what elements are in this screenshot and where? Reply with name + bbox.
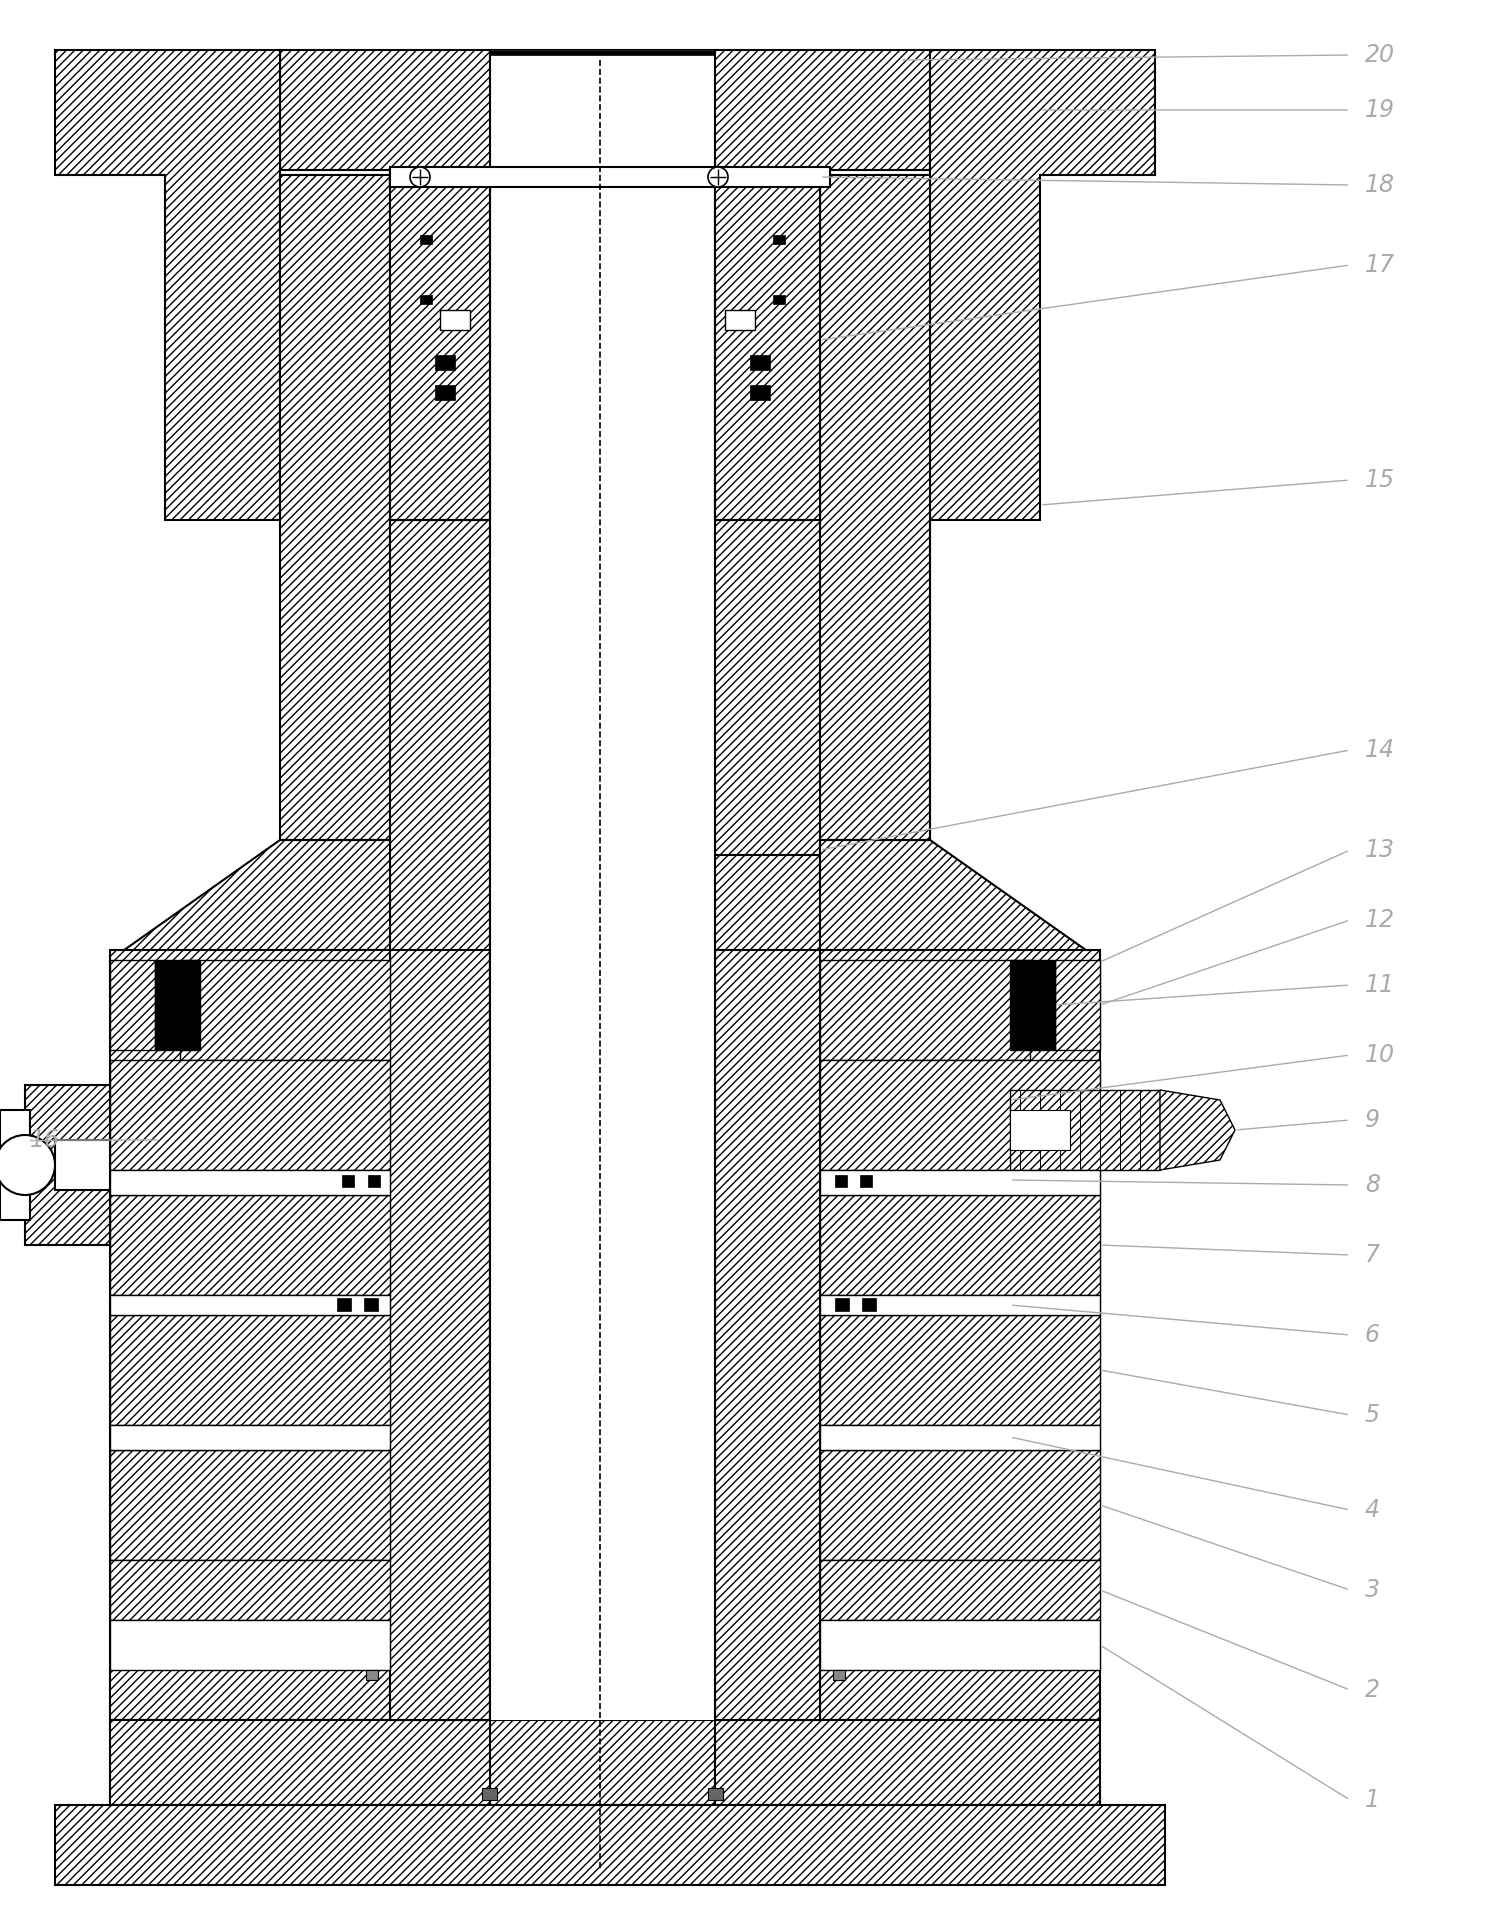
Polygon shape bbox=[930, 50, 1154, 519]
Text: 5: 5 bbox=[1366, 1403, 1381, 1428]
Text: 9: 9 bbox=[1366, 1107, 1381, 1132]
Bar bbox=[389, 951, 490, 1720]
Text: 15: 15 bbox=[1366, 468, 1394, 493]
Polygon shape bbox=[54, 50, 281, 519]
Bar bbox=[435, 386, 456, 401]
Bar bbox=[110, 1059, 389, 1170]
Bar bbox=[819, 960, 1031, 1059]
Text: 20: 20 bbox=[1366, 44, 1394, 67]
Bar bbox=[0, 1109, 30, 1220]
Bar bbox=[441, 309, 469, 330]
Bar bbox=[862, 1298, 877, 1311]
Text: 7: 7 bbox=[1366, 1243, 1381, 1268]
Bar bbox=[155, 960, 201, 1050]
Bar bbox=[54, 1806, 1165, 1884]
Polygon shape bbox=[819, 840, 1100, 1000]
Text: 18: 18 bbox=[1366, 174, 1394, 197]
Polygon shape bbox=[715, 170, 819, 519]
Circle shape bbox=[708, 166, 727, 187]
Text: 4: 4 bbox=[1366, 1499, 1381, 1521]
Bar bbox=[435, 355, 456, 370]
Text: 3: 3 bbox=[1366, 1579, 1381, 1602]
Text: 11: 11 bbox=[1366, 974, 1394, 996]
Bar bbox=[750, 386, 770, 401]
Text: 10: 10 bbox=[1366, 1042, 1394, 1067]
Bar bbox=[1010, 960, 1055, 1050]
Bar bbox=[834, 1176, 847, 1187]
Bar bbox=[367, 1670, 377, 1680]
Bar bbox=[1010, 1090, 1160, 1170]
Bar bbox=[364, 1298, 377, 1311]
Bar bbox=[490, 50, 715, 1720]
Bar bbox=[819, 1315, 1100, 1424]
Bar bbox=[490, 50, 715, 55]
Bar bbox=[819, 1195, 1100, 1294]
Bar bbox=[819, 1621, 1100, 1670]
Bar bbox=[715, 951, 819, 1720]
Text: 17: 17 bbox=[1366, 254, 1394, 277]
Polygon shape bbox=[389, 170, 490, 519]
Bar bbox=[819, 176, 930, 1720]
Bar bbox=[110, 1621, 389, 1670]
Bar bbox=[389, 170, 490, 1720]
Bar bbox=[819, 1560, 1100, 1621]
Text: 14: 14 bbox=[1366, 739, 1394, 762]
Bar bbox=[750, 355, 770, 370]
Bar bbox=[180, 960, 389, 1059]
Bar bbox=[110, 1720, 1100, 1806]
Bar bbox=[724, 309, 754, 330]
Bar bbox=[819, 1424, 1100, 1451]
Bar bbox=[490, 951, 715, 1720]
Bar bbox=[1055, 960, 1100, 1050]
Polygon shape bbox=[26, 1084, 110, 1245]
Circle shape bbox=[410, 166, 430, 187]
Bar bbox=[420, 235, 432, 244]
Text: 16: 16 bbox=[30, 1128, 60, 1151]
Bar bbox=[110, 1560, 389, 1621]
Text: 6: 6 bbox=[1366, 1323, 1381, 1348]
Bar bbox=[110, 951, 389, 1720]
Text: 1: 1 bbox=[1366, 1789, 1381, 1812]
Bar bbox=[281, 176, 389, 1720]
Bar bbox=[490, 50, 715, 170]
Bar bbox=[715, 170, 819, 1720]
Bar bbox=[368, 1176, 380, 1187]
Bar bbox=[110, 1170, 389, 1195]
Bar bbox=[281, 50, 930, 170]
Bar bbox=[833, 1670, 845, 1680]
Polygon shape bbox=[110, 840, 389, 1000]
Bar bbox=[860, 1176, 872, 1187]
Bar bbox=[420, 296, 432, 304]
Bar bbox=[110, 1294, 389, 1315]
Text: 13: 13 bbox=[1366, 838, 1394, 863]
Bar bbox=[110, 1315, 389, 1424]
Text: 2: 2 bbox=[1366, 1678, 1381, 1703]
Bar bbox=[1010, 1109, 1070, 1149]
Text: 12: 12 bbox=[1366, 909, 1394, 932]
Bar bbox=[337, 1298, 352, 1311]
Bar bbox=[773, 235, 785, 244]
Bar bbox=[773, 296, 785, 304]
Bar bbox=[819, 1170, 1100, 1195]
Polygon shape bbox=[1160, 1090, 1234, 1170]
Bar bbox=[110, 1451, 389, 1560]
Bar bbox=[834, 1298, 850, 1311]
Text: 19: 19 bbox=[1366, 97, 1394, 122]
Circle shape bbox=[0, 1136, 54, 1195]
Bar bbox=[819, 1294, 1100, 1315]
Bar bbox=[110, 1424, 389, 1451]
Bar bbox=[481, 1789, 496, 1800]
Bar bbox=[110, 960, 155, 1050]
Bar bbox=[110, 1195, 389, 1294]
Bar bbox=[819, 1059, 1100, 1170]
Bar bbox=[343, 1176, 355, 1187]
Text: 8: 8 bbox=[1366, 1172, 1381, 1197]
Bar bbox=[819, 951, 1100, 1720]
Bar bbox=[708, 1789, 723, 1800]
Bar bbox=[819, 1451, 1100, 1560]
Bar bbox=[389, 166, 830, 187]
